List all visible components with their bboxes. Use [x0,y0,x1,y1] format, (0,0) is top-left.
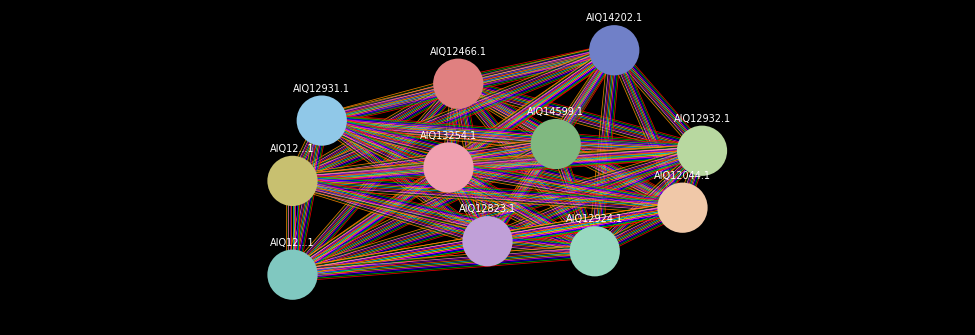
Ellipse shape [677,126,727,176]
Ellipse shape [530,119,581,169]
Text: AIQ14202.1: AIQ14202.1 [586,13,643,23]
Text: AIQ12...1: AIQ12...1 [270,238,315,248]
Text: AIQ12...1: AIQ12...1 [270,144,315,154]
Ellipse shape [433,59,484,109]
Text: AIQ12931.1: AIQ12931.1 [293,84,350,94]
Ellipse shape [657,183,708,233]
Text: AIQ12466.1: AIQ12466.1 [430,47,487,57]
Ellipse shape [267,250,318,300]
Text: AIQ13254.1: AIQ13254.1 [420,131,477,141]
Text: AIQ12932.1: AIQ12932.1 [674,114,730,124]
Text: AIQ12044.1: AIQ12044.1 [654,171,711,181]
Text: AIQ14599.1: AIQ14599.1 [527,107,584,117]
Ellipse shape [267,156,318,206]
Ellipse shape [423,142,474,193]
Ellipse shape [589,25,640,75]
Ellipse shape [296,95,347,146]
Text: AIQ12924.1: AIQ12924.1 [566,214,623,224]
Ellipse shape [569,226,620,276]
Text: AIQ12823.1: AIQ12823.1 [459,204,516,214]
Ellipse shape [462,216,513,266]
